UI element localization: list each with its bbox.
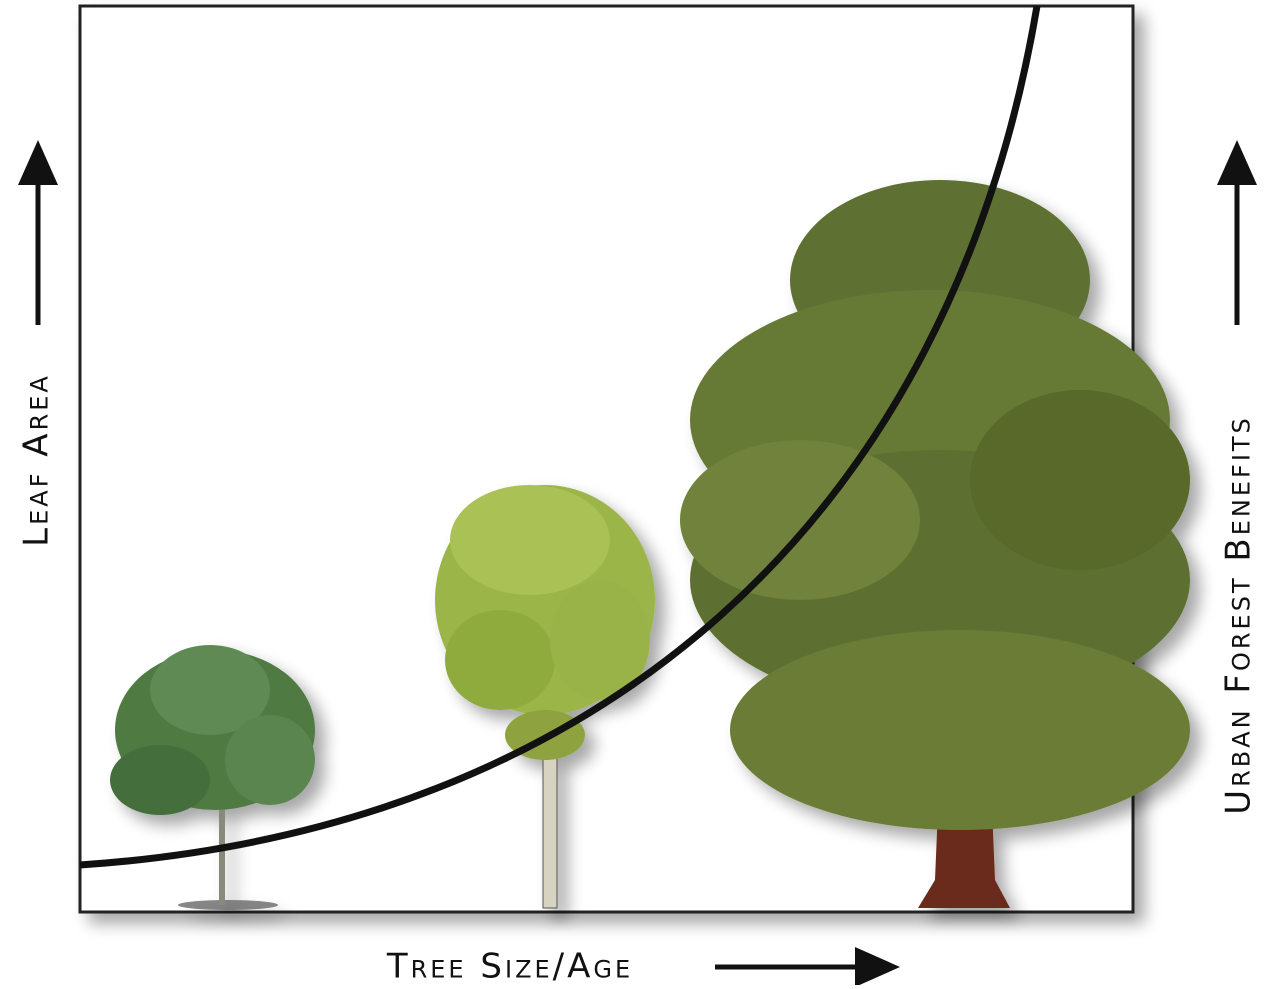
diagram: Leaf Area Urban Forest Benefits Tree Siz…	[0, 0, 1268, 985]
page: Leaf Area Urban Forest Benefits Tree Siz…	[0, 0, 1268, 985]
y-left-label: Leaf Area	[17, 373, 57, 547]
y-right-label: Urban Forest Benefits	[1219, 415, 1259, 815]
x-label: Tree Size/Age	[386, 947, 633, 986]
